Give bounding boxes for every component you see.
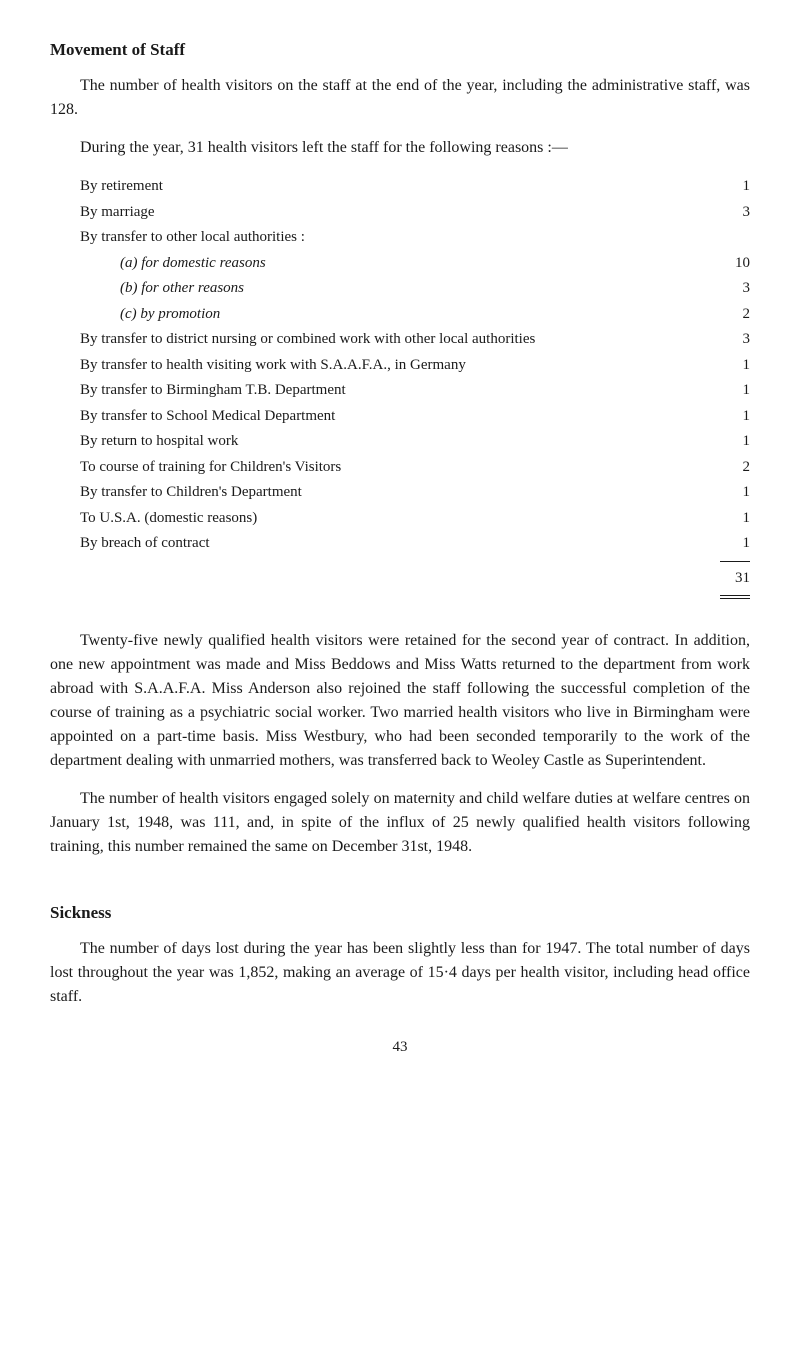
table-row: By transfer to School Medical Department…: [80, 404, 750, 430]
page-number: 43: [50, 1039, 750, 1056]
section-heading-sickness: Sickness: [50, 903, 750, 923]
row-value: 1: [710, 353, 750, 379]
paragraph: During the year, 31 health visitors left…: [50, 136, 750, 160]
table-row: By marriage 3: [80, 200, 750, 226]
row-label: (c) by promotion: [80, 302, 710, 328]
row-value: 1: [710, 378, 750, 404]
row-label: (a) for domestic reasons: [80, 251, 710, 277]
row-label: By return to hospital work: [80, 429, 710, 455]
row-label: By transfer to School Medical Department: [80, 404, 710, 430]
row-value: 1: [710, 506, 750, 532]
row-label: By transfer to Children's Department: [80, 480, 710, 506]
paragraph: The number of health visitors on the sta…: [50, 74, 750, 122]
table-row: By return to hospital work 1: [80, 429, 750, 455]
row-value: 3: [710, 327, 750, 353]
row-value: 31: [710, 566, 750, 592]
row-label: To U.S.A. (domestic reasons): [80, 506, 710, 532]
table-row: By transfer to Children's Department 1: [80, 480, 750, 506]
table-row: To U.S.A. (domestic reasons) 1: [80, 506, 750, 532]
row-value: 1: [710, 531, 750, 557]
paragraph: The number of health visitors engaged so…: [50, 787, 750, 859]
row-value: 3: [710, 200, 750, 226]
table-row: By transfer to district nursing or combi…: [80, 327, 750, 353]
reasons-table: By retirement 1 By marriage 3 By transfe…: [80, 174, 750, 599]
row-value: 1: [710, 480, 750, 506]
row-value: 2: [710, 455, 750, 481]
table-row: (c) by promotion 2: [80, 302, 750, 328]
row-value: 2: [710, 302, 750, 328]
row-label: By breach of contract: [80, 531, 710, 557]
spacer: [50, 609, 750, 629]
total-double-rule: [720, 595, 750, 599]
row-value: 1: [710, 429, 750, 455]
row-label: By retirement: [80, 174, 710, 200]
spacer: [50, 873, 750, 903]
table-row: (b) for other reasons 3: [80, 276, 750, 302]
table-row: By transfer to Birmingham T.B. Departmen…: [80, 378, 750, 404]
row-value: 10: [710, 251, 750, 277]
document-page: Movement of Staff The number of health v…: [0, 0, 800, 1086]
row-label: By transfer to health visiting work with…: [80, 353, 710, 379]
row-label: By transfer to Birmingham T.B. Departmen…: [80, 378, 710, 404]
row-value: 1: [710, 174, 750, 200]
paragraph: Twenty-five newly qualified health visit…: [50, 629, 750, 773]
table-row: By transfer to other local authorities :: [80, 225, 750, 251]
row-label: By marriage: [80, 200, 710, 226]
table-row: By retirement 1: [80, 174, 750, 200]
row-label: (b) for other reasons: [80, 276, 710, 302]
table-row-total: 31: [80, 566, 750, 592]
section-heading-movement: Movement of Staff: [50, 40, 750, 60]
row-label: By transfer to district nursing or combi…: [80, 327, 710, 353]
row-label: By transfer to other local authorities :: [80, 225, 710, 251]
row-value: 3: [710, 276, 750, 302]
paragraph: The number of days lost during the year …: [50, 937, 750, 1009]
row-label: To course of training for Children's Vis…: [80, 455, 710, 481]
total-rule: [720, 561, 750, 562]
table-row: By breach of contract 1: [80, 531, 750, 557]
table-row: By transfer to health visiting work with…: [80, 353, 750, 379]
row-value: 1: [710, 404, 750, 430]
table-row: (a) for domestic reasons 10: [80, 251, 750, 277]
table-row: To course of training for Children's Vis…: [80, 455, 750, 481]
